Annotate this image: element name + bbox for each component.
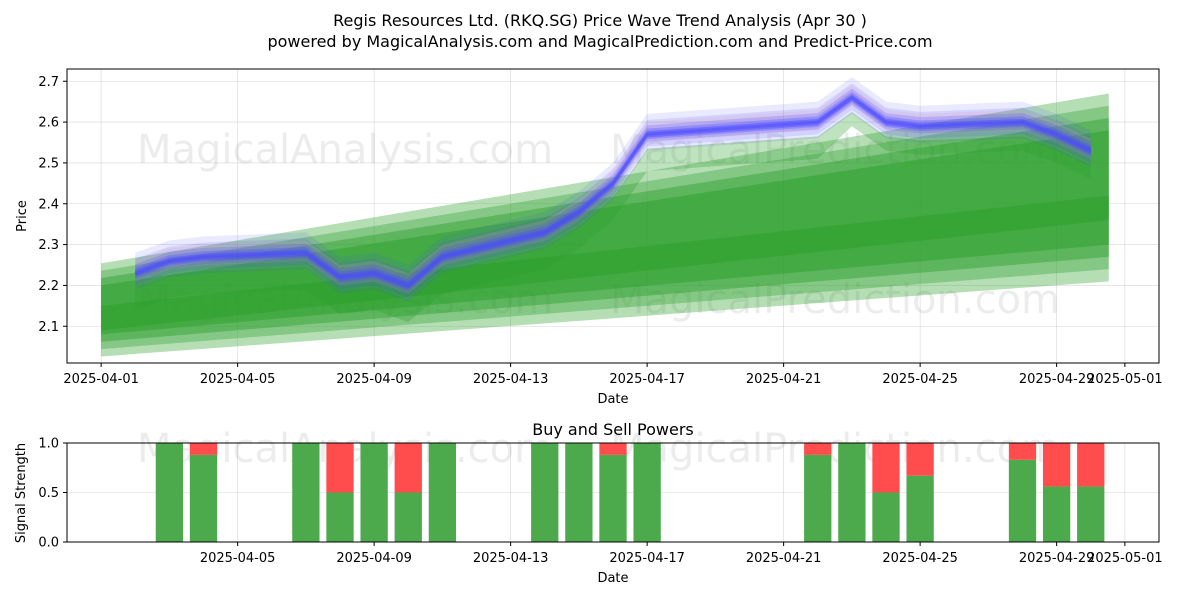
- watermark-prediction-2: MagicalPrediction.com: [610, 277, 1060, 323]
- signal-x-tick-label: 2025-04-21: [746, 551, 822, 566]
- price-x-tick-label: 2025-05-01: [1087, 372, 1163, 387]
- price-x-axis-label: Date: [597, 392, 628, 407]
- sell-bar: [394, 443, 422, 493]
- signal-y-tick-label: 0.5: [38, 486, 59, 501]
- signal-x-tick-label: 2025-04-29: [1019, 551, 1095, 566]
- signal-watermark-prediction: MagicalPrediction.com: [610, 426, 1060, 472]
- buy-bar: [155, 443, 184, 542]
- signal-x-axis-label: Date: [597, 571, 628, 586]
- buy-bar: [599, 454, 627, 542]
- buy-bar: [360, 443, 388, 542]
- signal-x-tick-label: 2025-04-13: [473, 551, 549, 566]
- buy-bar: [633, 443, 661, 542]
- buy-bar: [394, 492, 422, 542]
- signal-y-tick-label: 0.0: [38, 536, 59, 551]
- sell-bar: [1077, 443, 1105, 487]
- price-y-tick-label: 2.4: [38, 197, 59, 212]
- buy-bar: [838, 443, 866, 542]
- sell-bar: [804, 443, 832, 455]
- buy-bar: [1042, 486, 1071, 542]
- sell-bar: [326, 443, 354, 493]
- price-x-tick-label: 2025-04-05: [200, 372, 276, 387]
- price-y-tick-label: 2.5: [38, 156, 59, 171]
- price-y-tick-label: 2.6: [38, 116, 59, 131]
- price-wave-band: [135, 77, 1091, 302]
- price-x-ticks: 2025-04-01 2025-04-05 2025-04-09 2025-04-13…: [63, 363, 1163, 387]
- signal-y-axis-label: Signal Strength: [14, 443, 29, 543]
- price-x-tick-label: 2025-04-01: [63, 372, 139, 387]
- chart-title: Regis Resources Ltd. (RKQ.SG) Price Wave…: [333, 11, 867, 30]
- price-y-tick-label: 2.1: [38, 320, 59, 335]
- signal-panel: Buy and Sell Powers MagicalAnalysis.com …: [14, 420, 1163, 586]
- buy-bar: [292, 443, 320, 542]
- price-x-tick-label: 2025-04-25: [882, 372, 958, 387]
- signal-title: Buy and Sell Powers: [532, 420, 694, 439]
- trend-core: [101, 195, 1109, 331]
- price-plot-frame: [66, 68, 1160, 364]
- chart-subtitle: powered by MagicalAnalysis.com and Magic…: [267, 32, 932, 51]
- price-x-tick-label: 2025-04-29: [1019, 372, 1095, 387]
- price-y-tick-label: 2.7: [38, 75, 59, 90]
- signal-bars: [155, 443, 1105, 542]
- price-x-tick-label: 2025-04-17: [609, 372, 685, 387]
- signal-x-tick-label: 2025-04-05: [200, 551, 276, 566]
- price-x-tick-label: 2025-04-09: [336, 372, 412, 387]
- price-y-axis-label: Price: [15, 200, 30, 232]
- buy-bar: [326, 492, 354, 542]
- price-x-tick-label: 2025-04-13: [473, 372, 549, 387]
- buy-bar: [565, 443, 593, 542]
- signal-x-ticks: 2025-04-05 2025-04-09 2025-04-13 2025-04-17…: [200, 542, 1163, 566]
- price-y-ticks: 2.1 2.2 2.3 2.4 2.5 2.6 2.7: [38, 75, 67, 335]
- price-panel: MagicalAnalysis.com MagicalPrediction.co…: [15, 68, 1163, 407]
- sell-bar: [1042, 443, 1071, 487]
- sell-bar: [599, 443, 627, 455]
- price-wave-line: [134, 95, 1092, 288]
- signal-y-ticks: 0.0 0.5 1.0: [38, 437, 67, 551]
- buy-bar: [1008, 459, 1037, 542]
- price-x-tick-label: 2025-04-21: [746, 372, 822, 387]
- price-wave-band: [135, 85, 1091, 294]
- price-wave-band: [135, 88, 1091, 293]
- buy-bar: [804, 454, 832, 542]
- price-y-tick-label: 2.3: [38, 238, 59, 253]
- sell-bar: [906, 443, 934, 476]
- price-wave-band: [135, 83, 1091, 298]
- buy-bar: [872, 492, 900, 542]
- watermark-analysis: MagicalAnalysis.com: [137, 127, 553, 173]
- sell-bar: [189, 443, 218, 455]
- price-marks: [101, 77, 1109, 357]
- price-y-tick-label: 2.2: [38, 279, 59, 294]
- signal-x-tick-label: 2025-04-17: [609, 551, 685, 566]
- buy-bar: [531, 443, 559, 542]
- buy-bar: [906, 475, 934, 542]
- sell-bar: [872, 443, 900, 493]
- buy-bar: [1077, 486, 1105, 542]
- signal-x-tick-label: 2025-05-01: [1087, 551, 1163, 566]
- buy-bar: [428, 443, 457, 542]
- signal-y-tick-label: 1.0: [38, 437, 59, 452]
- sell-bar: [1008, 443, 1037, 460]
- buy-bar: [189, 454, 218, 542]
- wave-green-band: [135, 111, 1091, 323]
- signal-x-tick-label: 2025-04-09: [336, 551, 412, 566]
- signal-x-tick-label: 2025-04-25: [882, 551, 958, 566]
